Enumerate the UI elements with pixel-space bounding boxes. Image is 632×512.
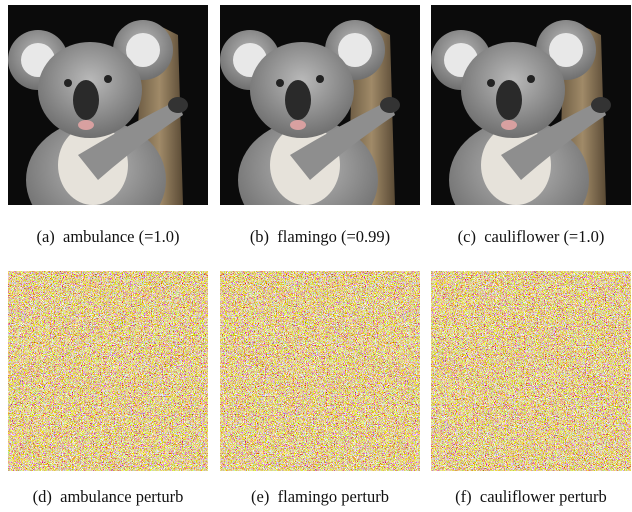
caption: (b) flamingo (=0.99) (214, 227, 426, 247)
caption: (c) cauliflower (=1.0) (425, 227, 632, 247)
caption: (f) cauliflower perturb (425, 487, 632, 507)
koala-image (431, 5, 631, 205)
caption: (d) ambulance perturb (2, 487, 214, 507)
perturbation-image (220, 271, 420, 471)
koala-image (220, 5, 420, 205)
caption: (a) ambulance (=1.0) (2, 227, 214, 247)
perturbation-image (431, 271, 631, 471)
caption: (e) flamingo perturb (214, 487, 426, 507)
koala-image (8, 5, 208, 205)
perturbation-image (8, 271, 208, 471)
figure-page: (a) ambulance (=1.0) (b) flamingo (=0.99… (0, 0, 632, 512)
